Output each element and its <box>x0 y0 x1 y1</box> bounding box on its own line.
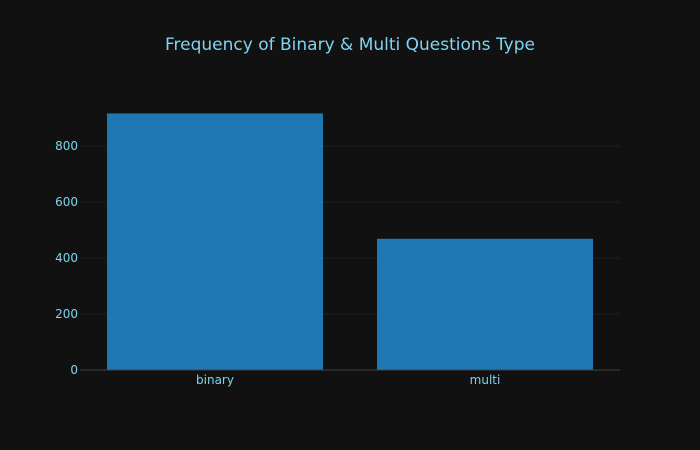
x-tick-label-binary: binary <box>196 373 234 387</box>
x-axis-ticks: binary multi <box>196 373 500 387</box>
y-tick-label: 600 <box>55 195 78 209</box>
y-tick-label: 200 <box>55 307 78 321</box>
x-tick-label-multi: multi <box>470 373 501 387</box>
y-tick-label: 0 <box>70 363 78 377</box>
y-tick-label: 800 <box>55 139 78 153</box>
bar-multi[interactable] <box>377 238 593 370</box>
chart-title: Frequency of Binary & Multi Questions Ty… <box>165 35 535 55</box>
bars <box>107 113 593 370</box>
bar-binary[interactable] <box>107 113 323 370</box>
y-axis-ticks: 0 200 400 600 800 <box>55 139 78 377</box>
y-tick-label: 400 <box>55 251 78 265</box>
